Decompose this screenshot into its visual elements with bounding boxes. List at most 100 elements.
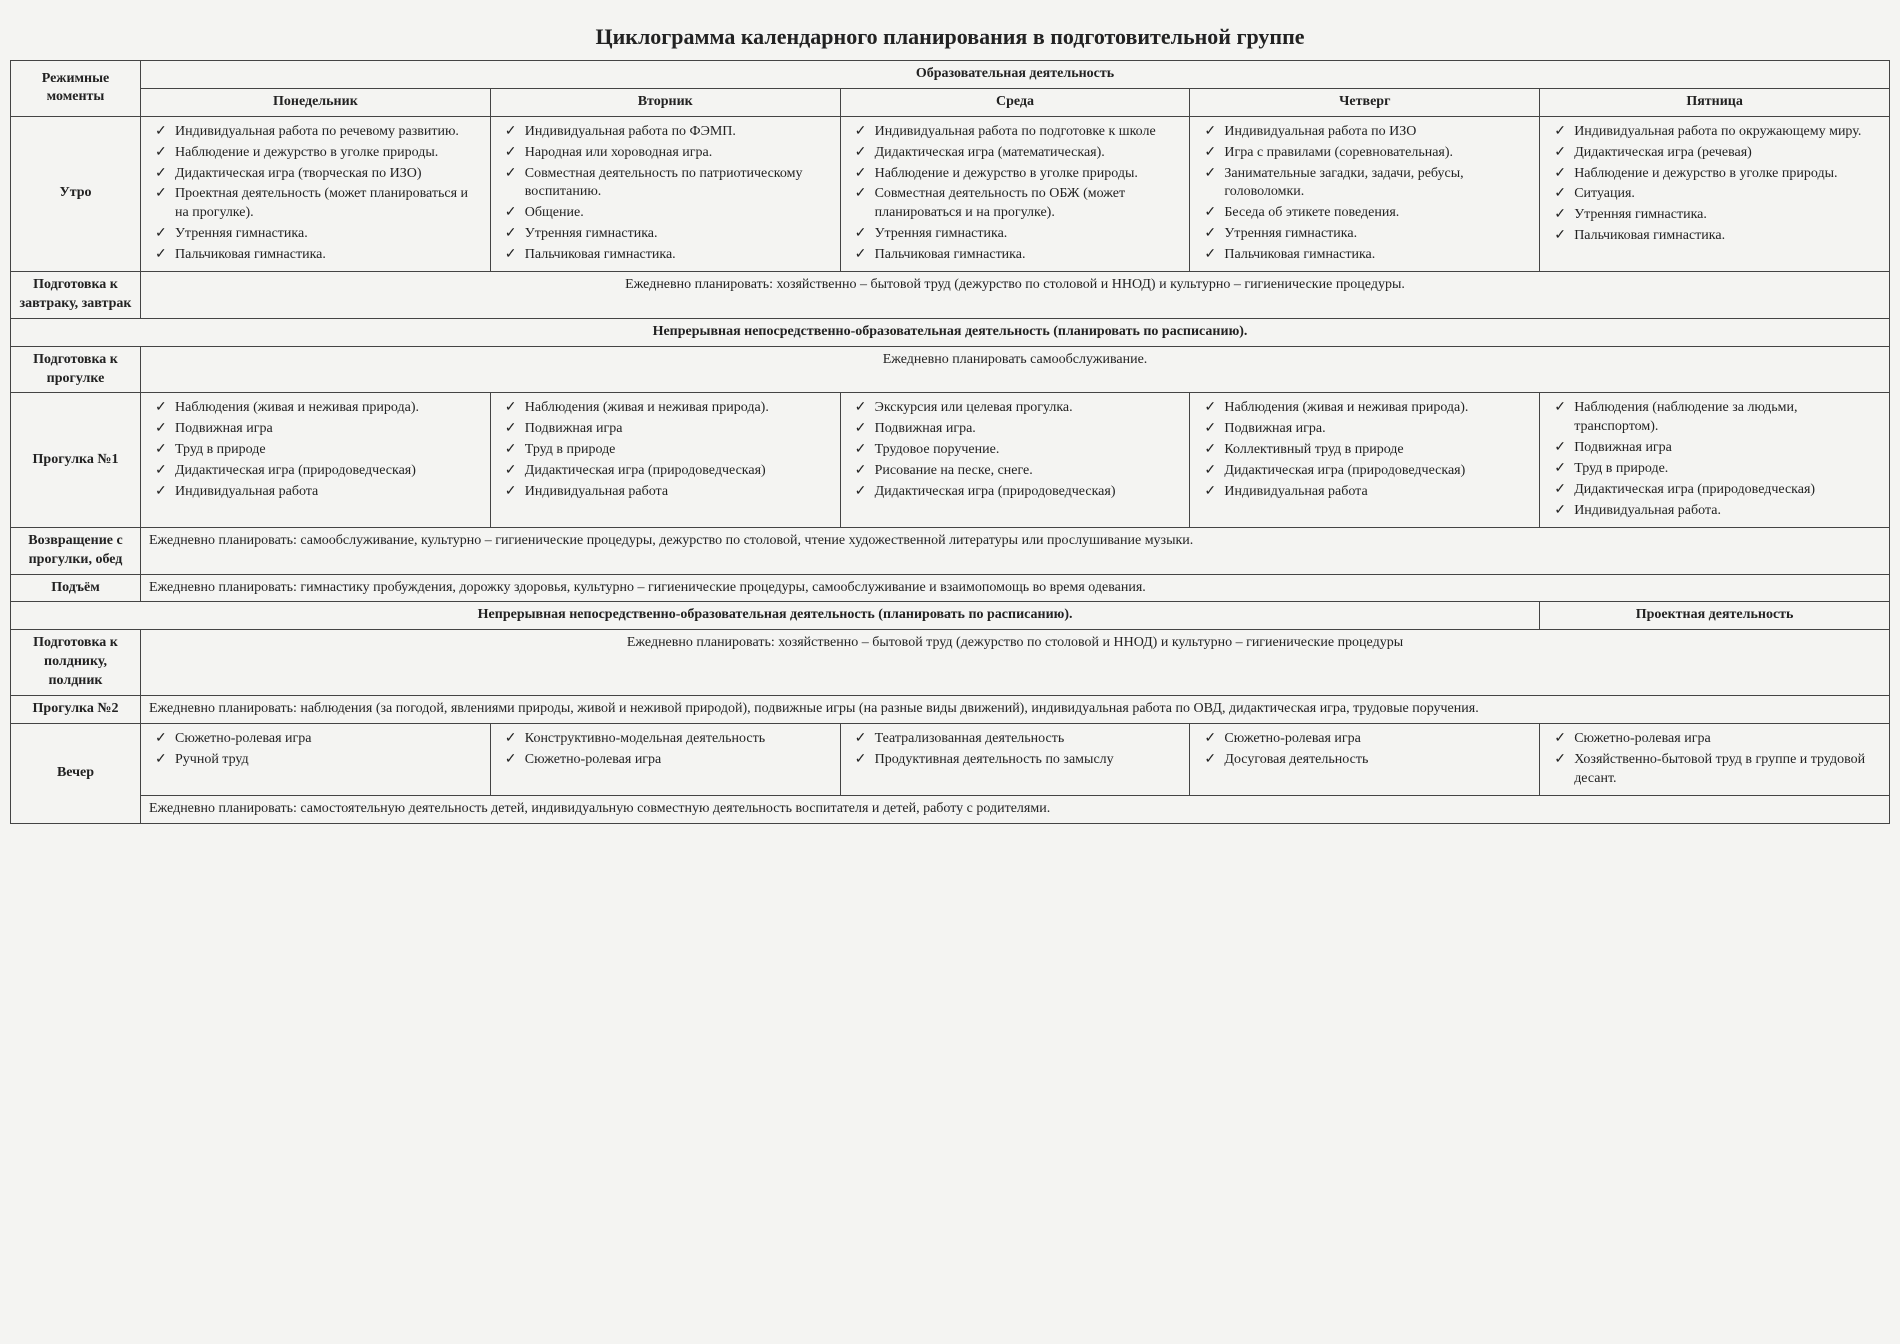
list-item: Дидактическая игра (природоведческая) — [149, 462, 482, 481]
list-item: Пальчиковая гимнастика. — [1548, 227, 1881, 246]
list-item: Индивидуальная работа. — [1548, 502, 1881, 521]
rowhead-returnlunch: Возвращение с прогулки, обед — [11, 527, 141, 574]
list-item: Ситуация. — [1548, 185, 1881, 204]
row-nnod2: Непрерывная непосредственно-образователь… — [11, 602, 1890, 630]
cell-morning-mon: Индивидуальная работа по речевому развит… — [141, 116, 491, 271]
cell-evening-tue: Конструктивно-модельная деятельность Сюже… — [490, 723, 840, 795]
cell-walk1-wed: Экскурсия или целевая прогулка. Подвижная… — [840, 393, 1190, 527]
list-item: Наблюдения (наблюдение за людьми, трансп… — [1548, 399, 1881, 437]
list-item: Сюжетно-ролевая игра — [149, 730, 482, 749]
list-item: Наблюдения (живая и неживая природа). — [499, 399, 832, 418]
cell-walk2: Ежедневно планировать: наблюдения (за по… — [141, 696, 1890, 724]
cell-walk1-thu: Наблюдения (живая и неживая природа). Под… — [1190, 393, 1540, 527]
cell-morning-fri: Индивидуальная работа по окружающему мир… — [1540, 116, 1890, 271]
cell-wake: Ежедневно планировать: гимнастику пробуж… — [141, 574, 1890, 602]
list-item: Дидактическая игра (природоведческая) — [499, 462, 832, 481]
cell-walk1-tue: Наблюдения (живая и неживая природа). Под… — [490, 393, 840, 527]
list-item: Пальчиковая гимнастика. — [849, 246, 1182, 265]
header-day-wed: Среда — [840, 88, 1190, 116]
list-item: Дидактическая игра (природоведческая) — [1198, 462, 1531, 481]
list-item: Наблюдение и дежурство в уголке природы. — [149, 144, 482, 163]
list-item: Коллективный труд в природе — [1198, 441, 1531, 460]
list-item: Дидактическая игра (природоведческая) — [849, 483, 1182, 502]
list-item: Утренняя гимнастика. — [149, 225, 482, 244]
list-item: Ручной труд — [149, 751, 482, 770]
cell-evening-mon: Сюжетно-ролевая игра Ручной труд — [141, 723, 491, 795]
rowhead-morning: Утро — [11, 116, 141, 271]
list-item: Совместная деятельность по патриотическо… — [499, 165, 832, 203]
list-item: Сюжетно-ролевая игра — [499, 751, 832, 770]
list-item: Занимательные загадки, задачи, ребусы, г… — [1198, 165, 1531, 203]
cell-snack: Ежедневно планировать: хозяйственно – бы… — [141, 630, 1890, 696]
row-breakfast: Подготовка к завтраку, завтрак Ежедневно… — [11, 272, 1890, 319]
list-item: Пальчиковая гимнастика. — [499, 246, 832, 265]
row-wake: Подъём Ежедневно планировать: гимнастику… — [11, 574, 1890, 602]
cell-morning-wed: Индивидуальная работа по подготовке к шк… — [840, 116, 1190, 271]
list-item: Индивидуальная работа по подготовке к шк… — [849, 123, 1182, 142]
list-item: Сюжетно-ролевая игра — [1548, 730, 1881, 749]
cyclogram-table: Режимные моменты Образовательная деятель… — [10, 60, 1890, 824]
list-item: Подвижная игра — [499, 420, 832, 439]
list-item: Трудовое поручение. — [849, 441, 1182, 460]
list-item: Пальчиковая гимнастика. — [1198, 246, 1531, 265]
list-item: Индивидуальная работа по ФЭМП. — [499, 123, 832, 142]
list-item: Хозяйственно-бытовой труд в группе и тру… — [1548, 751, 1881, 789]
rowhead-breakfast: Подготовка к завтраку, завтрак — [11, 272, 141, 319]
cell-nnod1: Непрерывная непосредственно-образователь… — [11, 318, 1890, 346]
list-item: Подвижная игра — [149, 420, 482, 439]
row-nnod1: Непрерывная непосредственно-образователь… — [11, 318, 1890, 346]
list-item: Подвижная игра. — [849, 420, 1182, 439]
list-item: Театрализованная деятельность — [849, 730, 1182, 749]
list-item: Конструктивно-модельная деятельность — [499, 730, 832, 749]
list-item: Рисование на песке, снеге. — [849, 462, 1182, 481]
list-item: Сюжетно-ролевая игра — [1198, 730, 1531, 749]
list-item: Индивидуальная работа по окружающему мир… — [1548, 123, 1881, 142]
list-item: Народная или хороводная игра. — [499, 144, 832, 163]
list-item: Беседа об этикете поведения. — [1198, 204, 1531, 223]
header-edu: Образовательная деятельность — [141, 61, 1890, 89]
list-item: Подвижная игра. — [1198, 420, 1531, 439]
list-item: Наблюдения (живая и неживая природа). — [1198, 399, 1531, 418]
list-item: Дидактическая игра (творческая по ИЗО) — [149, 165, 482, 184]
list-item: Продуктивная деятельность по замыслу — [849, 751, 1182, 770]
page-title: Циклограмма календарного планирования в … — [10, 24, 1890, 50]
cell-walkprep: Ежедневно планировать самообслуживание. — [141, 346, 1890, 393]
header-rowhead: Режимные моменты — [11, 61, 141, 117]
cell-evening-wed: Театрализованная деятельность Продуктивна… — [840, 723, 1190, 795]
row-evening-footer: Ежедневно планировать: самостоятельную д… — [11, 795, 1890, 823]
list-item: Наблюдения (живая и неживая природа). — [149, 399, 482, 418]
list-item: Проектная деятельность (может планироват… — [149, 185, 482, 223]
list-item: Утренняя гимнастика. — [499, 225, 832, 244]
cell-nnod2-side: Проектная деятельность — [1540, 602, 1890, 630]
cell-nnod2-main: Непрерывная непосредственно-образователь… — [11, 602, 1540, 630]
document-page: Циклограмма календарного планирования в … — [10, 24, 1890, 824]
rowhead-evening: Вечер — [11, 723, 141, 823]
cell-morning-thu: Индивидуальная работа по ИЗОИгра с прави… — [1190, 116, 1540, 271]
list-item: Дидактическая игра (природоведческая) — [1548, 481, 1881, 500]
list-item: Утренняя гимнастика. — [1198, 225, 1531, 244]
list-item: Экскурсия или целевая прогулка. — [849, 399, 1182, 418]
row-walkprep: Подготовка к прогулке Ежедневно планиров… — [11, 346, 1890, 393]
header-row-2: Понедельник Вторник Среда Четверг Пятниц… — [11, 88, 1890, 116]
header-day-tue: Вторник — [490, 88, 840, 116]
list-item: Досуговая деятельность — [1198, 751, 1531, 770]
row-snack: Подготовка к полднику, полдник Ежедневно… — [11, 630, 1890, 696]
rowhead-walk1: Прогулка №1 — [11, 393, 141, 527]
header-day-mon: Понедельник — [141, 88, 491, 116]
row-morning: Утро Индивидуальная работа по речевому р… — [11, 116, 1890, 271]
list-item: Индивидуальная работа — [499, 483, 832, 502]
list-item: Утренняя гимнастика. — [1548, 206, 1881, 225]
cell-morning-tue: Индивидуальная работа по ФЭМП. Народная и… — [490, 116, 840, 271]
rowhead-walkprep: Подготовка к прогулке — [11, 346, 141, 393]
row-returnlunch: Возвращение с прогулки, обед Ежедневно п… — [11, 527, 1890, 574]
row-evening: Вечер Сюжетно-ролевая играРучной труд Ко… — [11, 723, 1890, 795]
cell-breakfast: Ежедневно планировать: хозяйственно – бы… — [141, 272, 1890, 319]
rowhead-walk2: Прогулка №2 — [11, 696, 141, 724]
list-item: Труд в природе. — [1548, 460, 1881, 479]
list-item: Труд в природе — [499, 441, 832, 460]
list-item: Наблюдение и дежурство в уголке природы. — [1548, 165, 1881, 184]
cell-returnlunch: Ежедневно планировать: самообслуживание,… — [141, 527, 1890, 574]
header-day-fri: Пятница — [1540, 88, 1890, 116]
list-item: Дидактическая игра (речевая) — [1548, 144, 1881, 163]
list-item: Игра с правилами (соревновательная). — [1198, 144, 1531, 163]
